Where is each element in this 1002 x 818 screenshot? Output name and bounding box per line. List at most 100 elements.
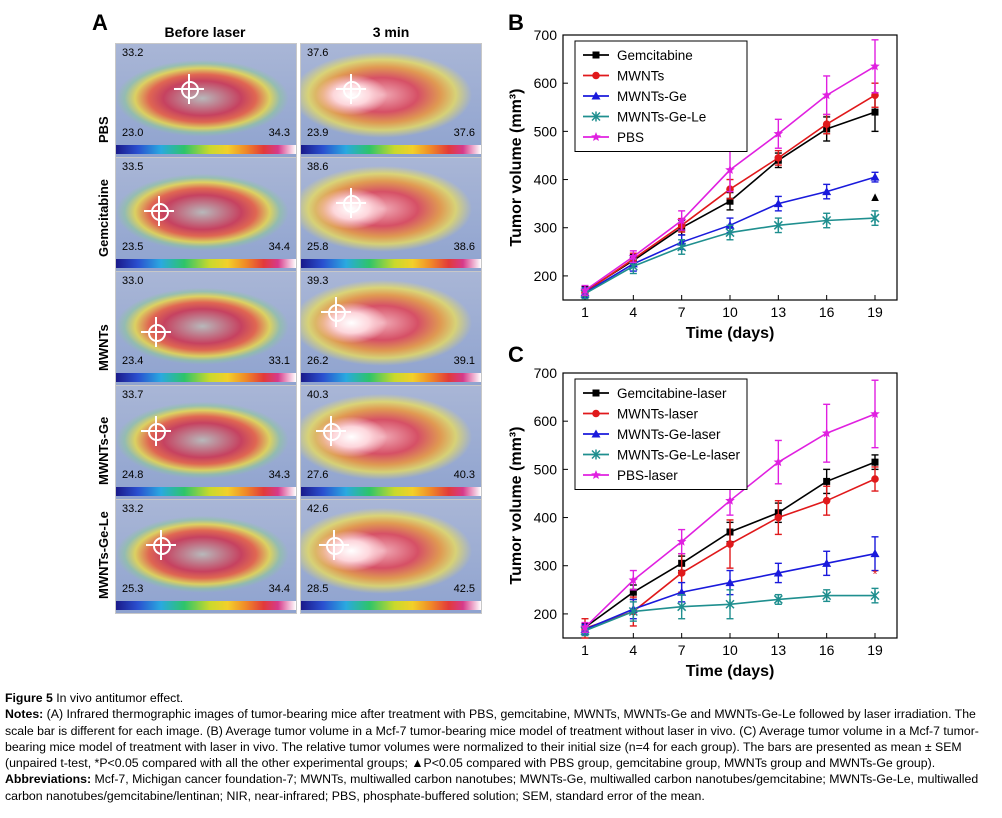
x-tick-label: 1 xyxy=(581,304,589,320)
x-tick-label: 13 xyxy=(771,642,787,658)
y-tick-label: 500 xyxy=(534,123,558,139)
x-tick-label: 10 xyxy=(722,304,738,320)
scale-max: 33.1 xyxy=(268,355,290,367)
data-point xyxy=(591,470,601,479)
data-point xyxy=(822,187,832,196)
data-point xyxy=(580,285,590,295)
scale-max: 34.3 xyxy=(268,127,290,139)
max-temperature: 33.2 xyxy=(122,47,144,59)
data-point xyxy=(591,91,601,100)
y-axis-label: Tumor volume (mm³) xyxy=(508,89,525,247)
x-tick-label: 19 xyxy=(867,642,883,658)
figure-title: In vivo antitumor effect. xyxy=(52,691,184,705)
data-point xyxy=(725,227,735,238)
data-point xyxy=(870,549,880,558)
thermal-image-after: 38.6 25.8 38.6 xyxy=(300,157,482,272)
figure-caption: Figure 5 In vivo antitumor effect. Notes… xyxy=(5,690,997,804)
data-point xyxy=(822,590,832,601)
x-tick-label: 16 xyxy=(819,642,835,658)
panel-b-letter: B xyxy=(508,10,524,35)
y-tick-label: 700 xyxy=(534,27,558,43)
chart-panel-c: 200 300 400 500 600 700 1 4 7 10 13 16 19 Time (days)… xyxy=(508,365,898,680)
max-temperature: 39.3 xyxy=(307,275,329,287)
scale-min: 23.9 xyxy=(307,127,329,139)
data-point xyxy=(871,108,879,116)
y-axis-label: Tumor volume (mm³) xyxy=(508,427,525,585)
data-point xyxy=(822,120,831,128)
scale-max: 34.4 xyxy=(268,241,290,253)
thermal-image-before: 33.7 24.8 34.3 xyxy=(115,385,297,500)
series-pbs xyxy=(580,39,880,296)
scale-min: 28.5 xyxy=(307,583,329,595)
data-point xyxy=(676,536,687,546)
data-point xyxy=(823,477,831,485)
legend-entry: Gemcitabine-laser xyxy=(617,386,727,401)
data-point xyxy=(773,594,783,605)
crosshair-icon xyxy=(319,530,349,560)
data-point xyxy=(725,599,735,610)
data-point xyxy=(821,90,832,100)
data-point xyxy=(871,475,879,483)
color-scale-bar xyxy=(301,487,481,496)
scale-max: 40.3 xyxy=(453,469,475,481)
data-point xyxy=(591,132,601,141)
data-point xyxy=(726,540,734,548)
chart-panel-b: 200 300 400 500 600 700 1 4 7 10 13 16 19 Time (days)… xyxy=(508,27,898,342)
crosshair-icon xyxy=(336,74,366,104)
crosshair-icon xyxy=(144,196,174,226)
data-point xyxy=(870,172,880,181)
legend-entry: MWNTs-laser xyxy=(617,407,698,422)
crosshair-icon xyxy=(141,317,171,347)
crosshair-icon xyxy=(321,297,351,327)
abbreviations-text: Mcf-7, Michigan cancer foundation-7; MWN… xyxy=(5,772,979,803)
row-label: MWNTs-Ge xyxy=(96,416,111,485)
color-scale-bar xyxy=(116,487,296,496)
crosshair-icon xyxy=(141,416,171,446)
data-point xyxy=(592,51,600,59)
thermal-image-after: 39.3 26.2 39.1 xyxy=(300,271,482,386)
data-point xyxy=(870,61,880,71)
data-point xyxy=(725,578,735,587)
max-temperature: 40.3 xyxy=(307,389,329,401)
data-point xyxy=(822,215,832,226)
series-mwnts-ge-le-laser xyxy=(580,587,880,637)
data-point xyxy=(822,496,831,505)
y-tick-label: 700 xyxy=(534,365,558,381)
thermal-image-after: 40.3 27.6 40.3 xyxy=(300,385,482,500)
data-point xyxy=(592,71,600,80)
legend-entry: MWNTs-Ge-Le xyxy=(617,110,706,125)
panel-a-letter: A xyxy=(92,10,108,35)
thermal-image-before: 33.2 25.3 34.4 xyxy=(115,499,297,614)
data-point xyxy=(628,606,638,617)
legend-entry: Gemcitabine xyxy=(617,48,693,63)
data-point xyxy=(591,429,601,438)
scale-max: 34.4 xyxy=(268,583,290,595)
scale-max: 42.5 xyxy=(453,583,475,595)
data-point xyxy=(591,449,601,460)
data-point xyxy=(774,154,783,162)
data-point xyxy=(677,601,687,612)
x-tick-label: 4 xyxy=(629,304,637,320)
x-tick-label: 7 xyxy=(678,304,686,320)
crosshair-icon xyxy=(174,74,204,104)
scale-min: 27.6 xyxy=(307,469,329,481)
x-tick-label: 10 xyxy=(722,642,738,658)
y-tick-label: 600 xyxy=(534,75,558,91)
series-mwnts-ge-le xyxy=(580,210,880,300)
data-point xyxy=(676,215,687,225)
max-temperature: 33.7 xyxy=(122,389,144,401)
max-temperature: 33.5 xyxy=(122,161,144,173)
notes-label: Notes: xyxy=(5,707,44,722)
y-tick-label: 200 xyxy=(534,268,558,284)
x-tick-label: 1 xyxy=(581,642,589,658)
data-point xyxy=(870,590,880,601)
data-point xyxy=(580,622,590,632)
significance-marker: * xyxy=(872,566,877,581)
series-pbs-laser xyxy=(580,379,880,633)
crosshair-icon xyxy=(316,416,346,446)
x-tick-label: 7 xyxy=(678,642,686,658)
scale-min: 23.4 xyxy=(122,355,144,367)
scale-max: 38.6 xyxy=(453,241,475,253)
legend-entry: MWNTs-Ge-laser xyxy=(617,427,721,442)
data-point xyxy=(629,588,637,596)
